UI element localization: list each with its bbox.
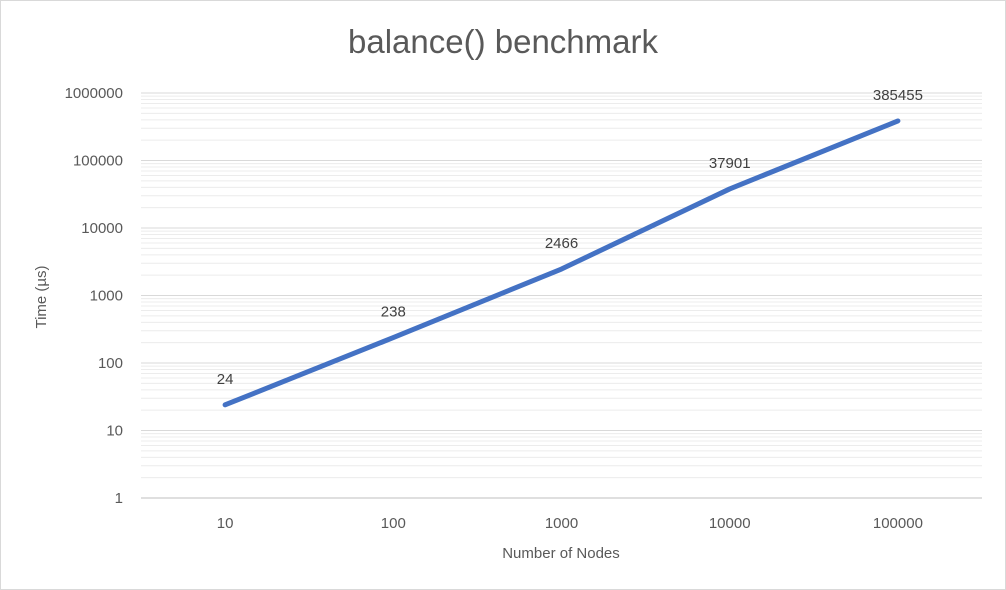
y-tick-label: 1000000 — [65, 85, 123, 102]
x-tick-labels: 10 100 1000 10000 100000 — [217, 515, 923, 532]
x-axis-title: Number of Nodes — [502, 545, 620, 562]
series-line — [222, 118, 901, 408]
data-label: 385455 — [873, 87, 923, 104]
y-tick-label: 1000 — [90, 288, 123, 305]
y-tick-label: 100000 — [73, 153, 123, 170]
x-tick-label: 1000 — [545, 515, 578, 532]
data-label: 37901 — [709, 155, 751, 172]
x-tick-label: 10 — [217, 515, 234, 532]
data-labels: 24 238 2466 37901 385455 — [217, 87, 923, 388]
data-label: 24 — [217, 371, 234, 388]
x-tick-label: 100 — [381, 515, 406, 532]
x-tick-label: 100000 — [873, 515, 923, 532]
y-tick-label: 10 — [106, 423, 123, 440]
x-tick-label: 10000 — [709, 515, 751, 532]
major-gridlines — [141, 92, 982, 431]
y-axis-title: Time (µs) — [33, 265, 50, 328]
y-tick-labels: 1 10 100 1000 10000 100000 1000000 — [65, 85, 123, 507]
y-tick-label: 100 — [98, 355, 123, 372]
minor-gridlines — [141, 95, 982, 479]
data-label: 2466 — [545, 235, 578, 252]
chart-title: balance() benchmark — [348, 23, 658, 60]
y-tick-label: 10000 — [81, 220, 123, 237]
data-label: 238 — [381, 304, 406, 321]
y-tick-label: 1 — [115, 490, 123, 507]
